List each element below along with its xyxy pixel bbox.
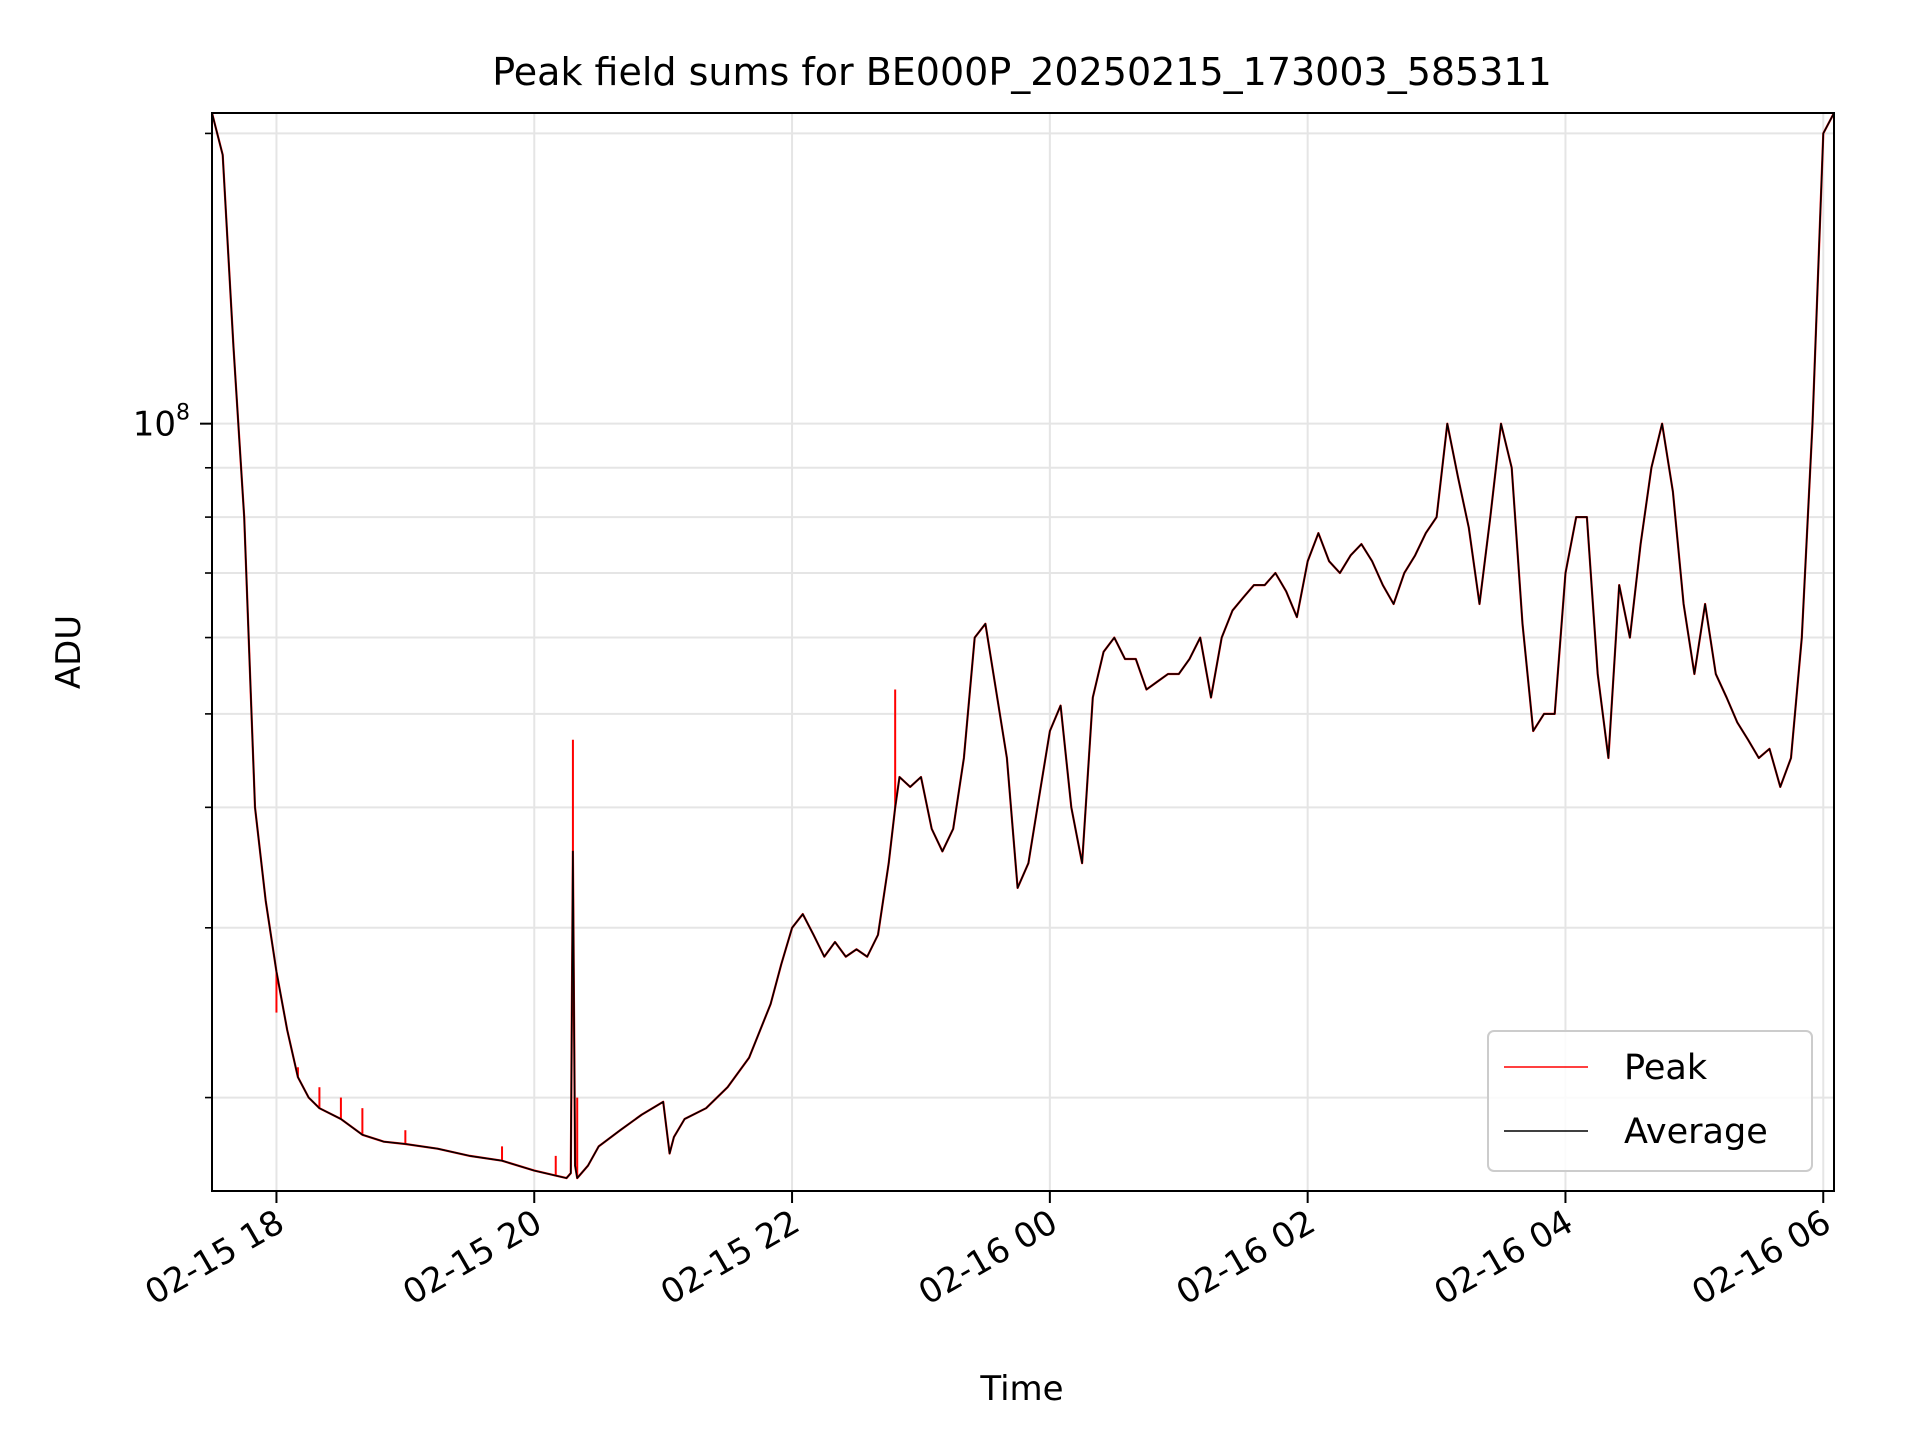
legend-box [1487,1030,1813,1172]
series-lines [210,112,1835,1180]
legend-average-label: Average [1624,1112,1768,1152]
grid-lines [212,113,1834,1191]
series-average-line [211,112,1835,1179]
chart-title: Peak field sums for BE000P_20250215_1730… [492,50,1552,94]
y-axis-label: ADU [49,615,89,689]
x-axis-label: Time [979,1369,1063,1409]
legend-peak-label: Peak [1624,1048,1708,1088]
legend: Peak Average [1487,1030,1813,1172]
plot-frame [211,112,1835,1192]
